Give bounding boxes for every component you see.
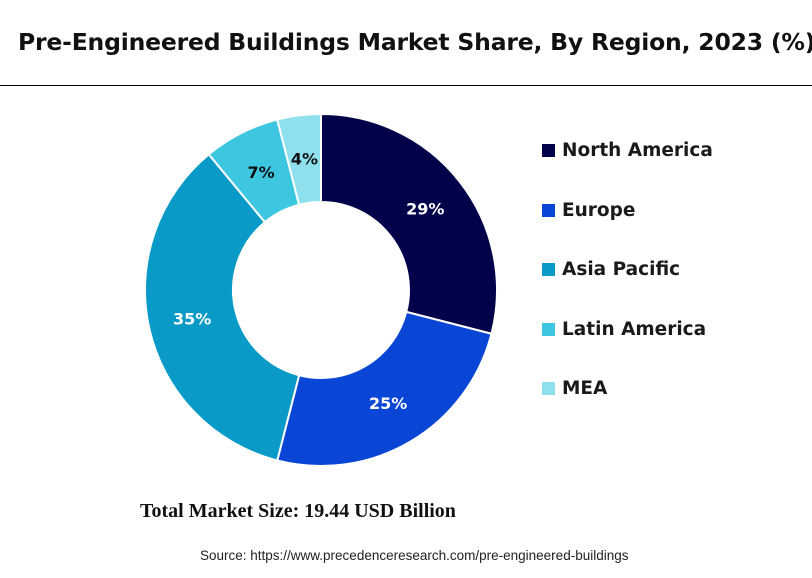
slice-label-north-america: 29% xyxy=(406,200,444,219)
legend-label: North America xyxy=(562,140,713,161)
legend-swatch xyxy=(542,203,555,217)
slice-label-asia-pacific: 35% xyxy=(173,309,211,328)
legend-swatch xyxy=(542,263,555,276)
title-bar: Pre-Engineered Buildings Market Share, B… xyxy=(0,0,812,86)
legend-label: Latin America xyxy=(562,318,707,340)
legend-item-mea: MEA xyxy=(542,378,607,399)
legend-swatch xyxy=(542,322,555,336)
legend-swatch xyxy=(542,382,555,395)
slice-label-mea: 4% xyxy=(291,150,318,169)
slice-mea xyxy=(276,112,322,206)
legend-label: Asia Pacific xyxy=(562,259,681,280)
slice-label-europe: 25% xyxy=(369,394,407,413)
slice-north-america xyxy=(320,112,498,335)
legend-item-europe: Europe xyxy=(542,200,635,221)
source-text: Source: https://www.precedenceresearch.c… xyxy=(200,548,629,563)
legend-item-latin-america: Latin America xyxy=(542,319,706,340)
legend-label: Europe xyxy=(562,199,636,221)
slice-asia-pacific xyxy=(144,152,301,462)
legend-item-asia-pacific: Asia Pacific xyxy=(542,259,680,280)
total-market-size: Total Market Size: 19.44 USD Billion xyxy=(140,500,456,522)
slice-label-latin-america: 7% xyxy=(247,163,274,182)
legend-label: MEA xyxy=(562,378,608,399)
legend-swatch xyxy=(542,144,555,157)
legend-item-north-america: North America xyxy=(542,140,713,161)
chart-title: Pre-Engineered Buildings Market Share, B… xyxy=(18,28,812,56)
slice-europe xyxy=(276,310,493,467)
